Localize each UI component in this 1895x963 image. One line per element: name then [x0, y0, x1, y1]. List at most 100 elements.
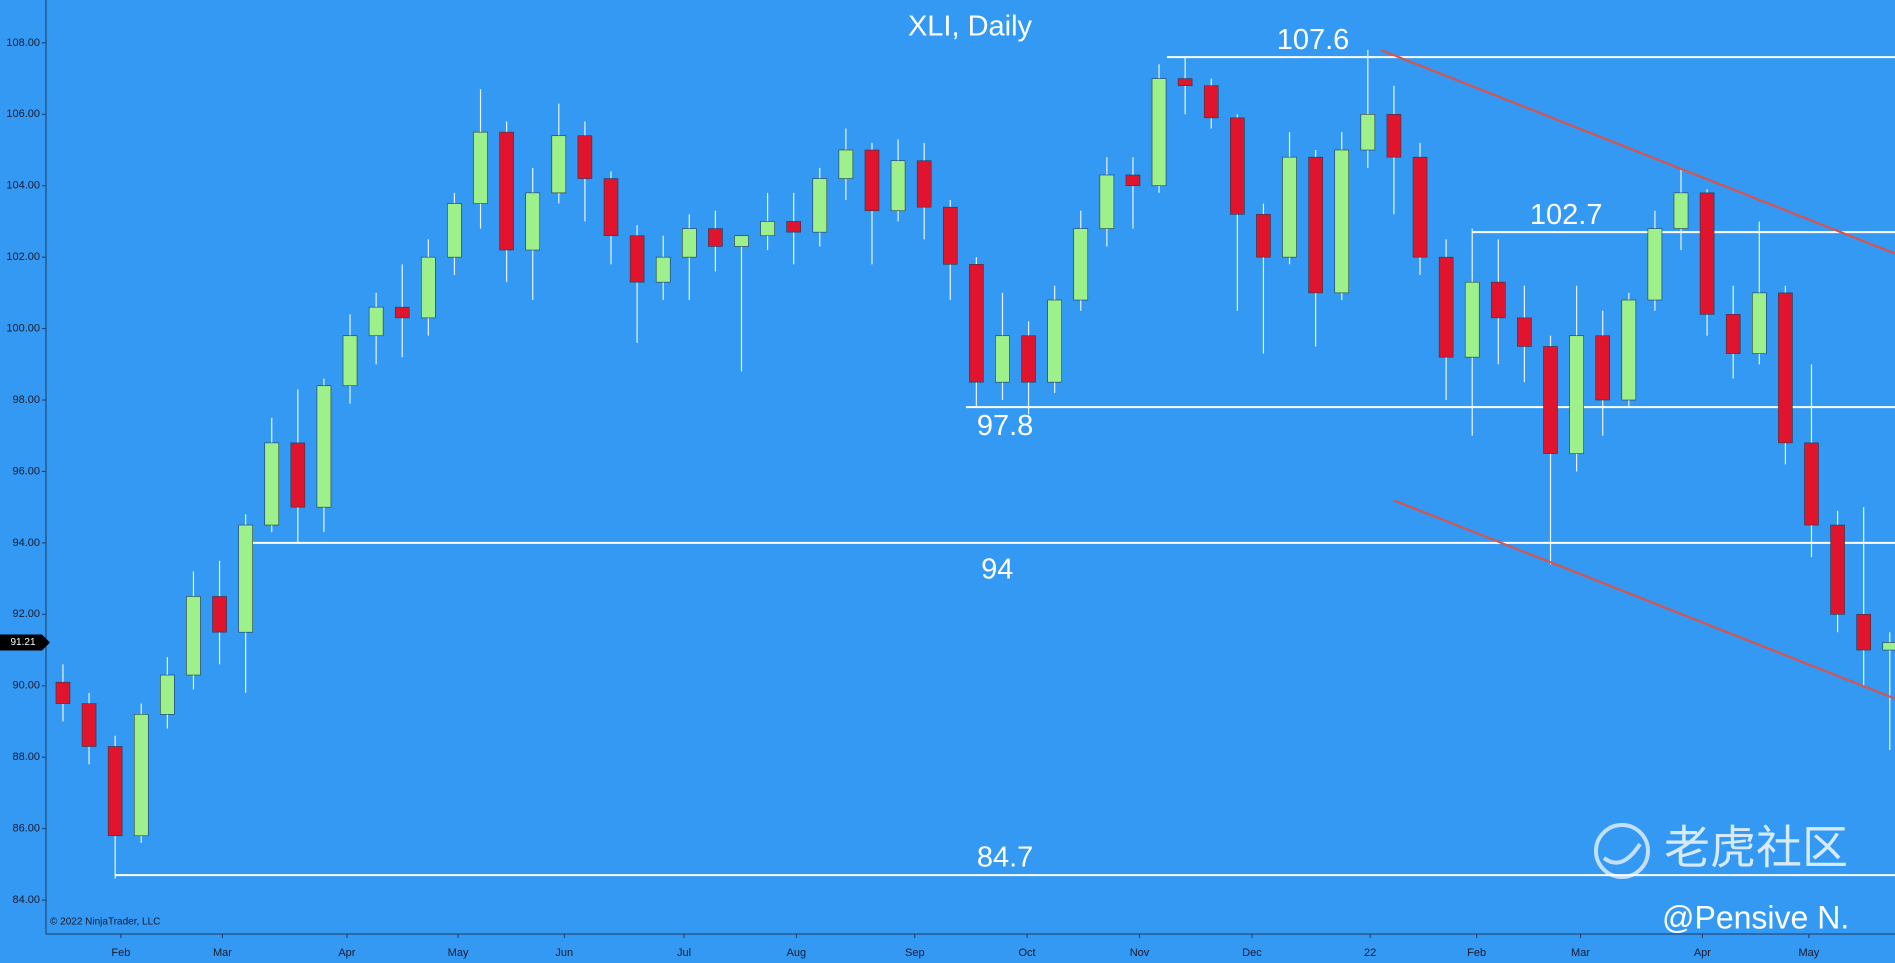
y-tick-label: 90.00 [12, 680, 40, 692]
x-tick-label: Apr [338, 947, 355, 959]
candle-body [995, 335, 1010, 383]
candle-body [682, 228, 697, 258]
y-tick-label: 92.00 [12, 608, 40, 620]
candle-body [1830, 524, 1845, 615]
candle-body [1647, 228, 1663, 301]
x-tick-label: Sep [905, 947, 925, 959]
author: @Pensive N. [1662, 899, 1849, 935]
candle-body [1438, 256, 1454, 358]
level-label: 94 [981, 554, 1013, 586]
candle-body [1856, 614, 1871, 651]
x-tick-label: Mar [213, 947, 232, 959]
candle-body [1491, 281, 1506, 319]
candle-body [368, 306, 384, 337]
candle-body [1595, 335, 1611, 401]
x-tick-label: Feb [1467, 947, 1486, 959]
candle-body [786, 221, 801, 233]
candle-body [1412, 156, 1428, 258]
candle-body [760, 221, 775, 237]
candle-body [1073, 228, 1089, 301]
x-tick-label: May [1798, 947, 1819, 959]
candle-body [1804, 442, 1819, 526]
copyright: © 2022 NinjaTrader, LLC [50, 917, 160, 928]
plot-layer [42, 42, 1895, 938]
candle-body [238, 524, 253, 633]
candle-body [1334, 149, 1350, 294]
candle-body [577, 135, 593, 179]
y-tick-label: 84.00 [12, 894, 40, 906]
y-tick-label: 102.00 [6, 251, 40, 263]
candle-body [1882, 642, 1895, 651]
candle-body [916, 160, 932, 208]
level-label: 97.8 [977, 410, 1033, 442]
candle-body [838, 149, 854, 179]
y-tick-label: 98.00 [12, 394, 40, 406]
y-tick-label: 106.00 [6, 108, 40, 120]
candle-body [812, 178, 828, 233]
candle-body [1047, 299, 1062, 383]
candle-body [603, 178, 619, 237]
x-tick-label: Oct [1018, 947, 1035, 959]
candle-body [133, 714, 149, 837]
candle-body [1256, 214, 1271, 258]
chart-title: XLI, Daily [908, 11, 1033, 43]
candle-body [1021, 335, 1036, 383]
y-tick-label: 86.00 [12, 823, 40, 835]
candle-body [1151, 78, 1167, 187]
candle-body [1673, 192, 1689, 229]
candle-body [212, 596, 227, 633]
candle-body [655, 256, 671, 283]
candle-body [629, 235, 645, 283]
candle-body [1360, 113, 1376, 151]
candle-body [1308, 156, 1323, 294]
x-tick-label: Jul [677, 947, 691, 959]
trend-line [1380, 48, 1895, 255]
watermark-logo [1594, 823, 1650, 879]
candle-body [890, 160, 906, 212]
x-tick-label: Aug [787, 947, 807, 959]
trend-line [1393, 499, 1895, 700]
candle-body [394, 306, 410, 319]
watermark: 老虎社区 [1664, 821, 1848, 875]
candle-body [81, 703, 97, 747]
candle-body [969, 264, 984, 383]
candle-body [1177, 78, 1193, 87]
x-tick-label: Dec [1242, 947, 1262, 959]
candle-body [1751, 292, 1767, 354]
candle-body [473, 131, 488, 204]
candle-body [1386, 113, 1402, 158]
candle-body [499, 131, 514, 251]
y-tick-label: 94.00 [12, 537, 40, 549]
candle-body [1725, 314, 1741, 354]
candle-body [107, 746, 123, 837]
candle-body [55, 681, 71, 704]
candle-body [1543, 346, 1558, 454]
y-tick-label: 108.00 [6, 37, 40, 49]
candle-body [1125, 174, 1141, 187]
candle-body [551, 135, 567, 194]
candle-body [708, 228, 723, 247]
candle-body [1099, 174, 1115, 229]
candle-body [342, 335, 358, 387]
x-tick-label: 22 [1364, 947, 1376, 959]
candle-body [1699, 192, 1715, 315]
last-price-tag [0, 634, 50, 651]
candle-body [290, 442, 306, 508]
y-tick-label: 104.00 [6, 180, 40, 192]
x-tick-label: Nov [1130, 947, 1150, 959]
level-label: 107.6 [1277, 24, 1350, 56]
candle-body [1517, 317, 1532, 347]
y-tick-label: 100.00 [6, 323, 40, 335]
candle-body [160, 674, 175, 715]
candle-body [447, 203, 462, 258]
level-label: 102.7 [1530, 199, 1603, 231]
candle-body [942, 206, 958, 265]
candle-body [1282, 156, 1297, 258]
level-label: 84.7 [977, 842, 1033, 874]
candle-body [264, 442, 280, 526]
candle-body [316, 385, 332, 508]
candle-body [1230, 117, 1245, 215]
x-tick-label: Feb [111, 947, 130, 959]
